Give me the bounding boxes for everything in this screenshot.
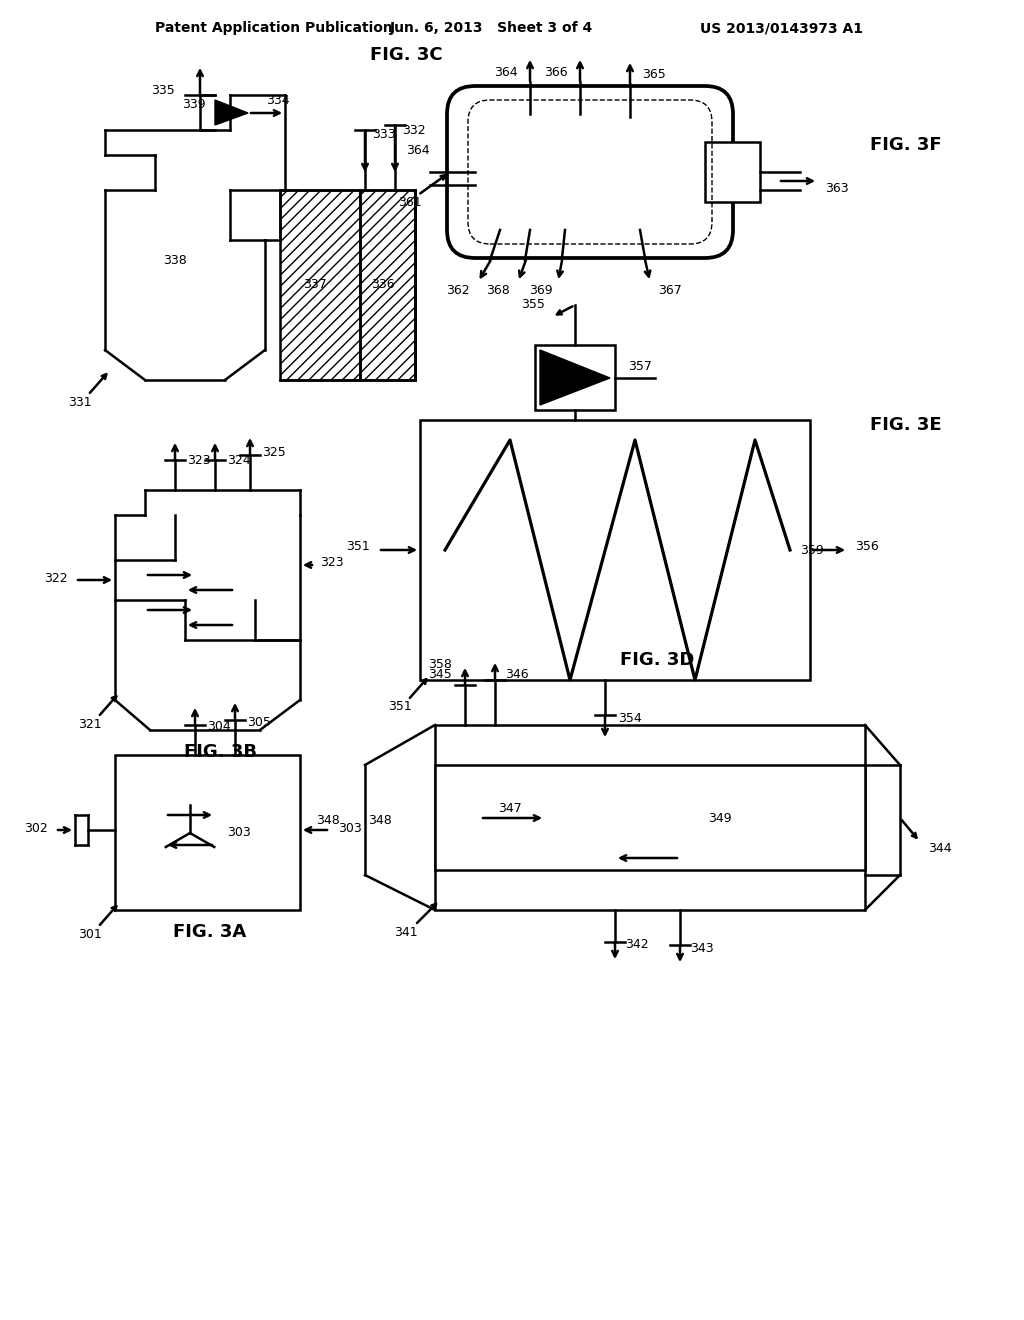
Text: 356: 356 [855,540,879,553]
Text: 337: 337 [303,279,327,292]
Text: 361: 361 [398,195,422,209]
Text: 336: 336 [371,279,395,292]
Text: 334: 334 [266,94,290,107]
Text: 345: 345 [428,668,452,681]
Text: 354: 354 [618,711,642,725]
Text: 342: 342 [625,939,648,952]
Text: 367: 367 [658,284,682,297]
Text: 332: 332 [402,124,426,136]
Text: 323: 323 [187,454,211,466]
Text: 359: 359 [800,544,823,557]
Text: FIG. 3B: FIG. 3B [183,743,256,762]
Text: 364: 364 [407,144,430,157]
Text: 353: 353 [573,371,597,384]
Text: 347: 347 [498,801,522,814]
Text: 355: 355 [521,298,545,312]
Text: 301: 301 [78,928,101,940]
Text: 321: 321 [78,718,101,730]
Text: Jun. 6, 2013   Sheet 3 of 4: Jun. 6, 2013 Sheet 3 of 4 [390,21,593,36]
Text: 358: 358 [428,659,452,672]
Text: 341: 341 [394,925,418,939]
Text: 305: 305 [247,715,271,729]
Bar [435,766,865,870]
Text: 304: 304 [207,721,230,734]
Bar [535,345,615,411]
Text: 368: 368 [486,284,510,297]
Bar [360,190,415,380]
Text: FIG. 3F: FIG. 3F [870,136,942,154]
Bar [420,420,810,680]
Bar [435,725,865,909]
Text: US 2013/0143973 A1: US 2013/0143973 A1 [700,21,863,36]
Text: 366: 366 [545,66,568,78]
Text: 325: 325 [262,446,286,458]
Text: 357: 357 [628,359,652,372]
Text: 362: 362 [446,284,470,297]
Text: 322: 322 [44,572,68,585]
Polygon shape [215,100,248,125]
Text: 363: 363 [825,181,849,194]
Polygon shape [540,350,610,405]
Text: 351: 351 [346,540,370,553]
Text: 335: 335 [152,83,175,96]
Text: 302: 302 [25,821,48,834]
Text: 346: 346 [505,668,528,681]
Bar [705,143,760,202]
Text: 338: 338 [163,253,186,267]
Text: 331: 331 [69,396,92,408]
Text: 364: 364 [495,66,518,78]
Text: 343: 343 [690,941,714,954]
Text: Patent Application Publication: Patent Application Publication [155,21,393,36]
Text: 324: 324 [227,454,251,466]
Text: FIG. 3D: FIG. 3D [620,651,694,669]
Text: 303: 303 [227,826,251,840]
Text: 339: 339 [182,99,206,111]
Text: FIG. 3C: FIG. 3C [370,46,442,63]
Text: 365: 365 [642,67,666,81]
Text: 349: 349 [709,812,732,825]
Bar [280,190,360,380]
Text: 323: 323 [319,556,344,569]
Text: 369: 369 [529,284,553,297]
Bar [115,755,300,909]
Text: 344: 344 [928,842,951,854]
Text: 333: 333 [372,128,395,141]
Text: 303: 303 [338,821,361,834]
Text: 348: 348 [316,813,340,826]
Text: FIG. 3A: FIG. 3A [173,923,247,941]
Text: FIG. 3E: FIG. 3E [870,416,942,434]
FancyBboxPatch shape [447,86,733,257]
Text: 351: 351 [388,701,412,714]
Text: 348: 348 [368,813,392,826]
